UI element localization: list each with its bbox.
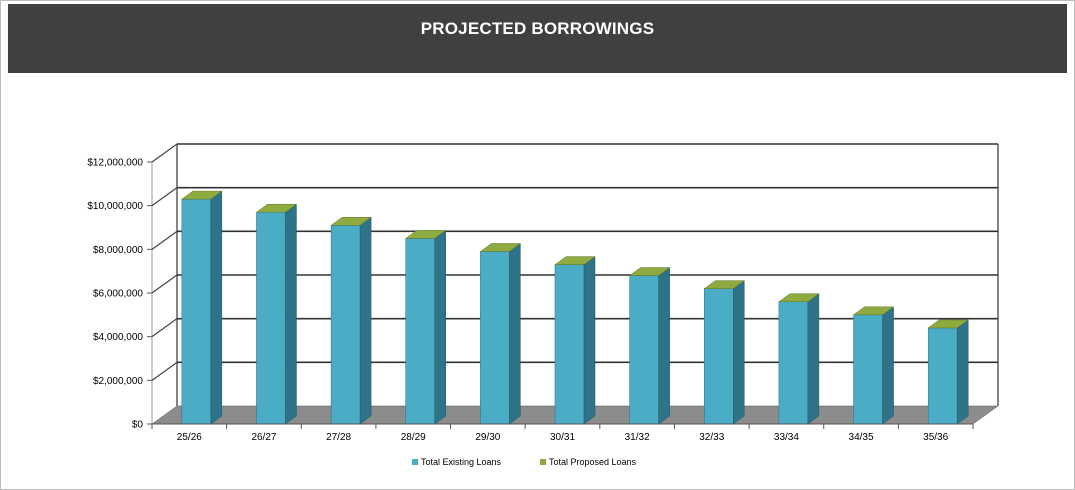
bar-group — [554, 256, 596, 425]
y-tick-label: $8,000,000 — [93, 245, 143, 256]
bar-group — [479, 243, 522, 425]
legend-label: Total Existing Loans — [421, 457, 502, 467]
gridline-wall — [151, 318, 178, 338]
bar-group — [255, 203, 298, 425]
bar-existing-side — [658, 267, 670, 425]
y-tick-label: $10,000,000 — [87, 201, 143, 212]
chart-title: PROJECTED BORROWINGS — [420, 19, 655, 38]
bar-existing-side — [210, 190, 223, 425]
gridline-wall — [151, 361, 178, 381]
bar-existing-side — [882, 306, 894, 425]
y-tick-label: $6,000,000 — [93, 289, 143, 300]
bar-existing — [554, 264, 585, 425]
bars — [181, 190, 969, 425]
legend-swatch — [540, 459, 546, 465]
legend: Total Existing Loans Total Proposed Loans — [412, 457, 637, 467]
bar-existing-side — [359, 216, 372, 425]
bar-proposed-cap — [404, 230, 447, 239]
x-tick-label: 32/33 — [699, 432, 724, 443]
y-tick-label: $4,000,000 — [93, 332, 143, 343]
bar-proposed-cap — [330, 217, 372, 226]
bar-existing — [181, 198, 212, 425]
x-tick-label: 26/27 — [251, 432, 276, 443]
bar-proposed-cap — [703, 280, 746, 289]
bar-proposed-cap — [628, 267, 671, 276]
x-tick-label: 31/32 — [625, 432, 650, 443]
bar-group — [330, 216, 372, 425]
bar-existing-side — [956, 319, 969, 425]
bar-group — [927, 319, 969, 425]
bar-proposed-cap — [927, 319, 969, 329]
bar-proposed-cap — [778, 293, 820, 302]
x-axis: 25/26 26/27 27/28 28/29 29/30 30/31 31/32 32/33… — [151, 423, 974, 443]
bar-existing — [778, 301, 809, 425]
x-tick-label: 33/34 — [774, 432, 799, 443]
x-tick-label: 29/30 — [475, 432, 500, 443]
chart-title-bar: PROJECTED BORROWINGS — [8, 4, 1067, 73]
x-tick-label: 27/28 — [326, 432, 351, 443]
bar-existing-side — [583, 256, 596, 425]
bar-group — [852, 306, 895, 425]
bar-existing — [256, 211, 286, 425]
x-tick-label: 34/35 — [849, 432, 874, 443]
bar-existing — [927, 327, 958, 425]
bar-group — [778, 293, 820, 425]
legend-label: Total Proposed Loans — [549, 457, 637, 467]
bar-group — [703, 280, 746, 425]
gridline-wall — [151, 143, 178, 163]
bar-group — [404, 229, 447, 425]
bar-existing — [853, 314, 883, 425]
y-tick-label: $12,000,000 — [87, 158, 143, 169]
y-axis: $0 $2,000,000 $4,000,000 $6,000,000 $8,000,0… — [87, 158, 152, 431]
bar-existing — [480, 251, 510, 425]
bar-existing — [330, 225, 361, 425]
bar-group — [181, 190, 223, 425]
bar-existing-side — [434, 229, 446, 425]
bar-proposed-cap — [255, 203, 298, 213]
bar-group — [628, 267, 671, 425]
x-tick-label: 25/26 — [177, 432, 202, 443]
bar-existing — [704, 288, 734, 425]
gridline-wall — [151, 230, 178, 250]
y-tick-label: $2,000,000 — [93, 376, 143, 387]
x-tick-label: 35/36 — [923, 432, 948, 443]
bar-existing — [405, 238, 435, 425]
bar-proposed-cap — [852, 306, 895, 316]
bar-existing-side — [509, 243, 521, 425]
y-tick-label: $0 — [132, 420, 144, 431]
gridline-wall — [151, 274, 178, 294]
bar-existing-side — [285, 203, 297, 425]
legend-swatch — [412, 459, 418, 465]
gridline-wall — [151, 187, 178, 207]
bar-proposed-cap — [181, 190, 223, 200]
x-tick-label: 30/31 — [550, 432, 575, 443]
bar-proposed-cap — [479, 243, 522, 252]
bar-existing-side — [807, 293, 820, 425]
bar-existing-side — [733, 280, 745, 425]
bar-existing — [629, 275, 659, 425]
bar-proposed-cap — [554, 256, 596, 265]
x-tick-label: 28/29 — [401, 432, 426, 443]
